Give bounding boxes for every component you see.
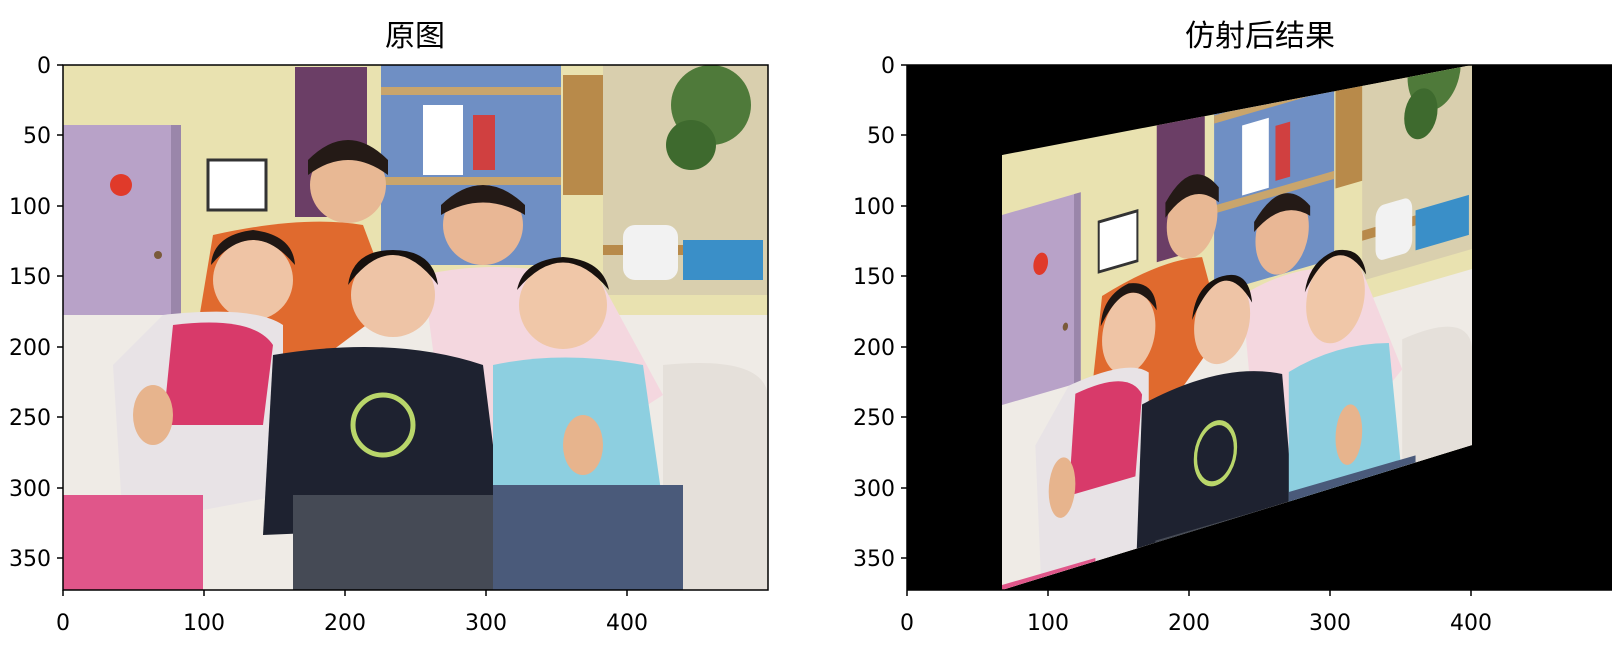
original-photo xyxy=(63,65,768,590)
x-tick-label: 200 xyxy=(324,611,366,636)
panel-left-title: 原图 xyxy=(385,19,445,54)
y-tick-label: 150 xyxy=(853,265,895,290)
y-tick-label: 250 xyxy=(853,406,895,431)
x-tick-label: 100 xyxy=(183,611,225,636)
y-tick-label: 100 xyxy=(853,195,895,220)
y-tick-label: 300 xyxy=(853,477,895,502)
panel-right-x-axis: 0 100 200 300 400 xyxy=(900,590,1492,636)
panel-left-frame xyxy=(62,64,769,591)
y-tick-label: 200 xyxy=(9,336,51,361)
y-tick-label: 0 xyxy=(881,54,895,79)
y-tick-label: 0 xyxy=(37,54,51,79)
x-tick-label: 200 xyxy=(1168,611,1210,636)
x-tick-label: 400 xyxy=(1450,611,1492,636)
y-tick-label: 300 xyxy=(9,477,51,502)
y-tick-label: 50 xyxy=(867,124,895,149)
panel-left-y-axis: 0 50 100 150 200 250 300 350 xyxy=(9,54,63,572)
y-tick-label: 250 xyxy=(9,406,51,431)
panel-left: 原图 0 50 100 150 200 250 300 350 xyxy=(9,19,769,636)
y-tick-label: 350 xyxy=(853,547,895,572)
y-tick-label: 200 xyxy=(853,336,895,361)
x-tick-label: 100 xyxy=(1027,611,1069,636)
panel-right: 仿射后结果 0 50 100 150 200 250 300 3 xyxy=(853,19,1612,636)
y-tick-label: 150 xyxy=(9,265,51,290)
x-tick-label: 300 xyxy=(465,611,507,636)
x-tick-label: 0 xyxy=(56,611,70,636)
panel-left-x-axis: 0 100 200 300 400 xyxy=(56,590,648,636)
panel-right-title: 仿射后结果 xyxy=(1185,19,1335,54)
y-tick-label: 350 xyxy=(9,547,51,572)
panel-right-y-axis: 0 50 100 150 200 250 300 350 xyxy=(853,54,907,572)
x-tick-label: 300 xyxy=(1309,611,1351,636)
x-tick-label: 400 xyxy=(606,611,648,636)
x-tick-label: 0 xyxy=(900,611,914,636)
y-tick-label: 100 xyxy=(9,195,51,220)
y-tick-label: 50 xyxy=(23,124,51,149)
